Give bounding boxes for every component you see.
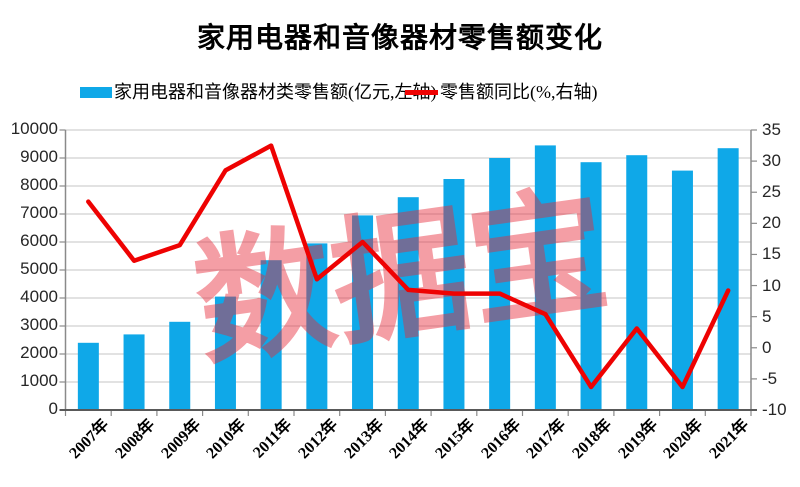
left-axis-tick-label: 1000 [20,371,58,390]
right-axis-tick-label: 15 [762,244,781,264]
left-axis-tick-label: 3000 [20,315,58,334]
bar-2007年 [77,342,99,410]
bar-2020年 [671,170,693,410]
right-axis-tick-label: -5 [762,368,778,388]
chart-title: 家用电器和音像器材零售额变化 [196,23,603,54]
bar-series-label: 家用电器和音像器材类零售额(亿元,左轴) [114,82,437,102]
left-axis-tick-label: 10000 [10,119,58,138]
left-axis-tick-label: 4000 [20,287,58,306]
bar-2009年 [169,321,191,410]
yoy-line [86,143,731,390]
right-axis-tick-label: 20 [762,213,781,233]
right-axis-tick-label: 0 [762,337,772,357]
line-series-label: 零售额同比(%,右轴) [440,82,598,102]
left-axis-tick-label: 7000 [20,203,58,222]
left-axis-tick-label: 8000 [20,175,58,194]
right-axis-tick-label: 10 [762,275,781,295]
left-axis-tick-label: 0 [48,399,58,418]
left-axis-tick-label: 2000 [20,343,58,362]
bar-2012年 [306,243,328,410]
bar-2011年 [260,260,282,410]
legend-item-yoy: 零售额同比(%,右轴) [405,82,597,102]
bar-2008年 [123,334,145,410]
right-axis-tick-label: 5 [762,306,772,326]
bar-series-swatch-icon [80,86,112,98]
line-series-swatch-icon [405,89,438,95]
left-axis-tick-label: 5000 [20,259,58,278]
bar-2013年 [352,215,374,410]
bar-2017年 [534,145,556,410]
legend-item-retail-sales: 家用电器和音像器材类零售额(亿元,左轴) [80,82,437,102]
left-axis-tick-label: 6000 [20,231,58,250]
bar-2016年 [489,158,511,410]
right-axis-tick-label: 25 [762,182,781,202]
left-axis-tick-label: 9000 [20,147,58,166]
bar-2018年 [580,162,602,410]
right-axis-tick-label: -10 [762,400,787,419]
bar-2014年 [397,197,419,410]
bar-2021年 [717,148,739,410]
right-axis-tick-label: 30 [762,151,781,171]
bar-2019年 [626,155,648,410]
bar-2010年 [214,296,236,410]
right-axis-tick-label: 35 [762,120,781,139]
